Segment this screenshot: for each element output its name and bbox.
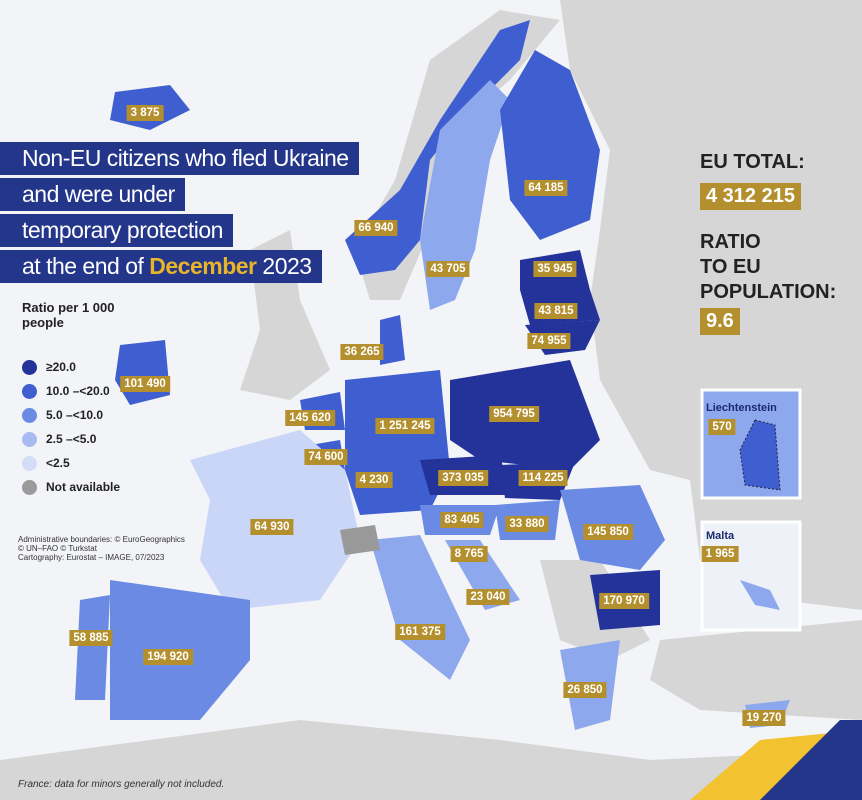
title-text: 2023 [262,253,312,279]
legend-swatch [22,360,37,376]
legend-label: <2.5 [46,456,70,470]
logo-shape [760,720,862,800]
credits: Administrative boundaries: © EuroGeograp… [18,535,185,562]
credit: Cartography: Eurostat – IMAGE, 07/2023 [18,553,165,562]
country-label: 26 850 [563,682,607,698]
country-label: 8 765 [450,546,488,562]
country-label: 161 375 [395,624,445,640]
legend-label: 10.0 –<20.0 [46,384,110,398]
eu-total-value: 4 312 215 [700,183,801,210]
country-label: 3 875 [126,105,164,121]
country-label: 194 920 [143,649,193,665]
title-line: Non-EU citizens who fled Ukraine [0,142,359,175]
country-label: 101 490 [120,376,170,392]
legend-swatch [22,408,37,424]
country-label: 954 795 [489,406,539,422]
country-label: 145 850 [583,524,633,540]
country-label: 43 815 [534,303,578,319]
legend-label: 2.5 –<5.0 [46,432,97,446]
credit: Administrative boundaries: © EuroGeograp… [18,535,185,544]
legend-swatch [22,480,37,496]
country-label: 64 185 [524,180,568,196]
title-line: temporary protection [0,214,233,247]
legend-label: Not available [46,480,121,494]
country-label: 4 230 [355,472,393,488]
ratio-value: 9.6 [700,308,740,335]
country-label: 36 265 [340,344,384,360]
title-text: at the end of [22,253,144,279]
inset-name: Liechtenstein [706,402,777,414]
country-label: 74 955 [527,333,571,349]
country-label: 373 035 [438,470,488,486]
inset-value: 1 965 [701,546,739,562]
country-label: 64 930 [250,519,294,535]
title-line: and were under [0,178,185,211]
country-label: 1 251 245 [375,418,435,434]
country-label: 170 970 [599,593,649,609]
ratio-label: RATIO TO EU POPULATION: [700,230,836,305]
ratio-label-line: POPULATION: [700,281,837,303]
legend-swatch [22,456,37,472]
legend-title-line: people [22,315,64,330]
legend-label: 5.0 –<10.0 [46,408,104,422]
country-label: 66 940 [354,220,398,236]
legend-label: ≥20.0 [46,360,76,374]
country-label: 19 270 [742,710,786,726]
legend: ≥20.0 10.0 –<20.0 5.0 –<10.0 2.5 –<5.0 <2.5 N… [22,355,120,499]
legend-item: 5.0 –<10.0 [22,403,120,427]
title-highlight: December [149,253,257,279]
country-label: 43 705 [426,261,470,277]
insets [700,388,802,632]
footnote: France: data for minors generally not in… [18,779,225,790]
legend-swatch [22,384,37,400]
country-label: 33 880 [505,516,549,532]
ratio-label-line: TO EU [700,256,761,278]
legend-item: 2.5 –<5.0 [22,427,120,451]
country-label: 114 225 [518,470,568,486]
legend-item: ≥20.0 [22,355,120,379]
country-label: 74 600 [304,449,348,465]
legend-title: Ratio per 1 000 people [22,300,115,330]
country-label: 23 040 [466,589,510,605]
credit: © UN–FAO © Turkstat [18,544,97,553]
inset-name: Malta [706,530,735,542]
ratio-label-line: RATIO [700,231,761,253]
legend-item: <2.5 [22,451,120,475]
country-label: 145 620 [285,410,335,426]
country-label: 83 405 [440,512,484,528]
legend-item: Not available [22,475,120,499]
country-label: 35 945 [533,261,577,277]
eu-total-label: EU TOTAL: [700,151,805,173]
title-line: at the end of December 2023 [0,250,322,283]
country-label: 58 885 [69,630,113,646]
legend-item: 10.0 –<20.0 [22,379,120,403]
legend-swatch [22,432,37,448]
legend-title-line: Ratio per 1 000 [22,300,115,315]
inset-value: 570 [708,419,736,435]
